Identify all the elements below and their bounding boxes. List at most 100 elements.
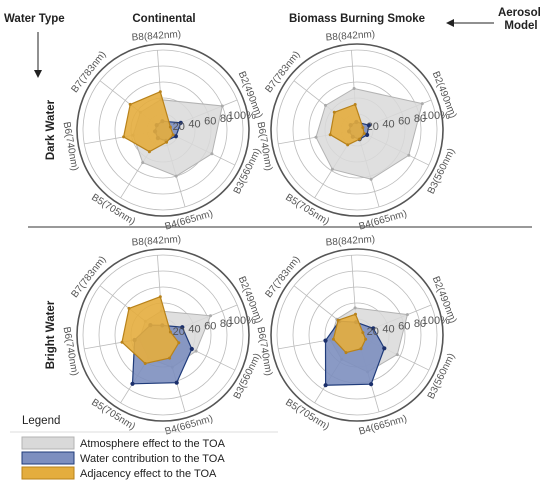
ring-label: 20 (173, 326, 185, 338)
data-point-water (189, 346, 194, 352)
radar-ring (292, 270, 422, 400)
data-point-adjacency (128, 102, 132, 106)
data-point-adjacency (358, 137, 362, 141)
aerosol-model-label: Aerosol Model (498, 7, 544, 32)
data-point-adjacency (353, 103, 357, 106)
ring-label: 60 (204, 116, 216, 128)
legend: Legend Atmosphere effect to the TOA Wate… (10, 415, 278, 480)
data-point-adjacency (332, 110, 336, 114)
data-point-water (366, 123, 371, 128)
axis-label: B7(783nm) (69, 49, 108, 95)
data-point-water (323, 338, 328, 343)
data-point-adjacency (346, 143, 350, 147)
data-point-adjacency (362, 132, 366, 135)
legend-swatch-atmosphere (21, 436, 75, 450)
data-point-adjacency (165, 140, 168, 144)
data-point-water (323, 383, 328, 388)
ring-label: 80 (414, 113, 426, 125)
radar-outer-frame (76, 43, 250, 217)
axis-label: B7(783nm) (263, 254, 302, 300)
data-point-atmosphere (220, 104, 224, 108)
data-point-atmosphere (353, 306, 357, 310)
data-point-adjacency (158, 90, 162, 94)
ring-label: 60 (398, 116, 410, 128)
data-point-adjacency (171, 133, 175, 137)
radar-ring (98, 270, 228, 400)
radar-outer-frame (270, 248, 444, 422)
data-point-water (174, 380, 179, 385)
data-point-adjacency (168, 125, 172, 129)
data-point-atmosphere (395, 353, 399, 357)
axis-label: B3(560nm) (232, 147, 264, 196)
series-area-adjacency (332, 313, 367, 354)
radar-bright-continental: 20 40 60 80100%B2(490nm)B3(560nm)B4(665nm)B… (61, 234, 265, 438)
data-point-atmosphere (209, 314, 212, 318)
radar-outer-frame (270, 43, 444, 217)
data-point-adjacency (147, 150, 151, 154)
axis-label: B3(560nm) (232, 352, 264, 401)
radar-ring (292, 65, 422, 195)
data-point-atmosphere (324, 103, 327, 107)
data-point-adjacency (361, 126, 365, 130)
radar-ring (98, 65, 228, 195)
ring-label: 40 (188, 323, 200, 335)
data-point-atmosphere (352, 87, 356, 90)
data-point-water (369, 382, 374, 387)
data-point-adjacency (122, 135, 126, 139)
series-area-adjacency (122, 90, 174, 153)
ring-label: 100% (422, 110, 450, 122)
radar-ring (82, 254, 244, 416)
legend-label-adjacency: Adjacency effect to the TOA (80, 468, 217, 480)
data-point-adjacency (168, 356, 172, 360)
data-point-atmosphere (369, 177, 373, 181)
data-point-atmosphere (314, 135, 318, 139)
data-point-adjacency (158, 295, 162, 299)
row-label-bright-water: Bright Water (45, 300, 57, 369)
ring-label: 100% (228, 315, 256, 327)
data-point-adjacency (143, 362, 147, 365)
radar-outer-frame (76, 248, 250, 422)
aerosol-model-line1: Aerosol (498, 7, 541, 19)
data-point-adjacency (177, 341, 181, 345)
data-point-water (371, 326, 376, 331)
ring-label: 40 (382, 323, 394, 335)
legend-swatch-water (21, 451, 75, 465)
data-point-adjacency (127, 306, 131, 310)
continental-header: Continental (132, 13, 195, 25)
water-type-label: Water Type (4, 13, 65, 25)
legend-swatch-adjacency (21, 466, 75, 480)
data-point-atmosphere (141, 161, 145, 165)
axis-label: B8(842nm) (325, 234, 375, 248)
data-point-atmosphere (420, 102, 424, 106)
ring-label: 100% (228, 110, 256, 122)
ring-label: 60 (398, 321, 410, 333)
data-point-adjacency (331, 337, 335, 341)
series-area-adjacency (121, 295, 180, 365)
axis-label: B7(783nm) (69, 254, 108, 300)
data-point-adjacency (328, 133, 332, 137)
data-point-atmosphere (194, 349, 198, 353)
data-point-water (382, 346, 387, 351)
data-point-water (178, 120, 183, 125)
axis-label: B8(842nm) (131, 29, 181, 43)
axis-label: B7(783nm) (263, 49, 302, 95)
data-point-adjacency (336, 318, 340, 322)
data-point-adjacency (361, 331, 365, 335)
ring-label: 20 (173, 121, 185, 133)
radar-dark-smoke: 20 40 60 80100%B2(490nm)B3(560nm)B4(665nm)B… (255, 29, 459, 233)
legend-title: Legend (22, 415, 60, 427)
legend-label-water: Water contribution to the TOA (80, 453, 225, 465)
axis-label: B8(842nm) (325, 29, 375, 43)
smoke-header: Biomass Burning Smoke (289, 13, 425, 25)
data-point-atmosphere (405, 313, 409, 317)
ring-label: 80 (414, 318, 426, 330)
data-point-atmosphere (210, 152, 214, 156)
data-point-adjacency (120, 340, 124, 344)
ring-label: 100% (422, 315, 450, 327)
ring-label: 60 (204, 321, 216, 333)
axis-label: B8(842nm) (131, 234, 181, 248)
data-point-atmosphere (174, 174, 178, 178)
aerosol-model-line2: Model (504, 20, 537, 32)
data-point-atmosphere (407, 153, 411, 157)
data-point-water (180, 325, 185, 330)
